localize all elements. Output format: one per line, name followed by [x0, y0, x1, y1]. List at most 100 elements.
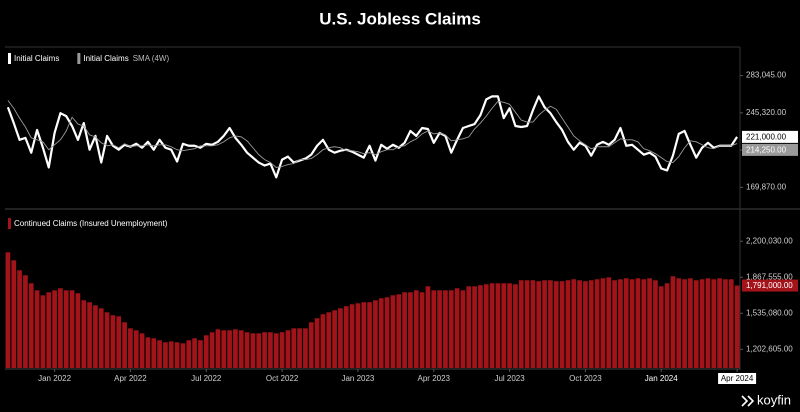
bar [653, 280, 658, 368]
bar [23, 275, 28, 368]
bar [448, 290, 454, 368]
bar [40, 295, 46, 368]
bar [151, 338, 157, 368]
bar [676, 278, 682, 368]
bar [227, 330, 232, 368]
bar [268, 332, 273, 368]
y-tick-label: 1,535,080.00 [746, 308, 793, 317]
x-tick-label: Apr 2023 [418, 374, 451, 383]
legend-swatch [77, 53, 81, 64]
bar [553, 281, 559, 368]
bar [443, 290, 448, 368]
bar [5, 252, 11, 368]
bar [133, 330, 139, 368]
bar [180, 343, 186, 368]
bar [273, 333, 279, 368]
bar [192, 338, 197, 368]
bar [682, 279, 687, 368]
bar [93, 305, 98, 368]
bar [34, 290, 40, 368]
bar [530, 280, 536, 368]
bar [396, 294, 402, 368]
value-label-box [742, 143, 798, 156]
value-label: 214,250.00 [746, 145, 787, 154]
bar [635, 278, 641, 368]
x-tick-label: Jul 2023 [494, 374, 525, 383]
bar [699, 279, 705, 368]
bar [489, 283, 495, 368]
bar [46, 292, 52, 368]
bar [361, 302, 367, 368]
legend-swatch [8, 218, 11, 229]
bar [11, 260, 17, 368]
bar [688, 278, 693, 368]
bar [349, 304, 355, 368]
bar [629, 279, 635, 368]
legend-label: Initial Claims [83, 54, 128, 63]
bar [670, 276, 676, 368]
bar [384, 297, 390, 368]
bar [279, 332, 285, 368]
bar [390, 295, 396, 368]
bar [734, 285, 740, 368]
bar [110, 315, 116, 368]
bar [320, 314, 326, 368]
bar [705, 278, 711, 368]
bar [454, 288, 460, 368]
bar [198, 340, 203, 368]
bar [495, 283, 501, 368]
bar [69, 290, 75, 368]
bar [58, 288, 63, 368]
bar [308, 322, 314, 368]
bar [378, 298, 384, 368]
brand-name: koyfin [757, 392, 791, 407]
bar [63, 290, 69, 368]
bar [600, 278, 606, 368]
bar [571, 279, 577, 368]
bar [244, 332, 250, 368]
bar [338, 308, 343, 368]
y-tick-label: 283,045.00 [746, 71, 787, 80]
chart-title: U.S. Jobless Claims [319, 9, 481, 28]
bar [355, 303, 361, 368]
bar [343, 306, 349, 368]
bar [402, 292, 407, 368]
bar [297, 328, 302, 368]
bar [518, 280, 524, 368]
bar [408, 292, 413, 368]
bar [28, 283, 34, 368]
bar [664, 283, 670, 368]
legend-study: SMA (4W) [133, 54, 170, 63]
bar [367, 302, 372, 368]
y-tick-label: 245,320.00 [746, 108, 787, 117]
bar [559, 281, 565, 368]
x-tick-label: Oct 2023 [569, 374, 602, 383]
bar [104, 312, 110, 368]
y-tick-label: 1,867,555.00 [746, 272, 793, 281]
bar [116, 316, 122, 368]
bar [291, 328, 297, 368]
bar [507, 283, 512, 368]
x-tick-highlight [718, 373, 757, 384]
bar [542, 280, 547, 368]
bar [483, 284, 489, 368]
bar [209, 332, 215, 368]
bar [238, 330, 244, 368]
bar [250, 333, 256, 368]
bar [75, 293, 81, 368]
line-series [7, 100, 738, 168]
bar [419, 292, 425, 368]
bar [717, 278, 722, 368]
bar [524, 280, 530, 368]
bar [174, 342, 180, 368]
x-tick-label: Jan 2024 [645, 374, 678, 383]
bar [728, 279, 734, 368]
bar [157, 340, 162, 368]
bar [693, 280, 699, 368]
legend-label: Initial Claims [14, 54, 59, 63]
bar [437, 290, 442, 368]
x-tick-label: Jul 2022 [191, 374, 222, 383]
legend-swatch [8, 53, 11, 64]
bar [711, 279, 717, 368]
